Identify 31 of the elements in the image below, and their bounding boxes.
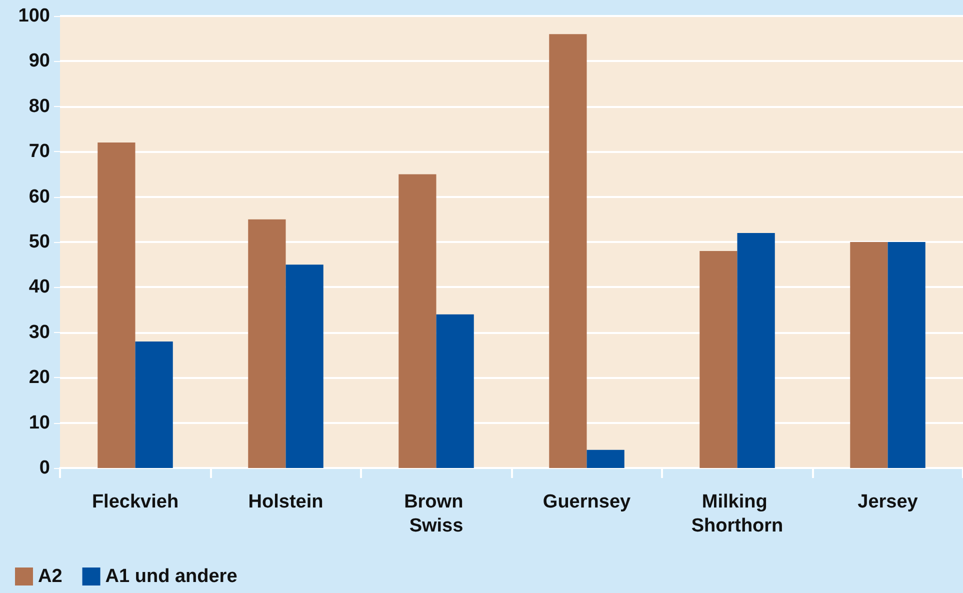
x-tick-label: Fleckvieh — [92, 492, 179, 512]
bar — [737, 232, 775, 468]
y-tick-label: 0 — [39, 458, 50, 478]
bar — [549, 34, 587, 468]
bar — [700, 251, 738, 468]
y-tick-label: 10 — [28, 412, 50, 434]
x-tick-label: Jersey — [858, 492, 918, 512]
x-tick-label: Brown Swiss — [404, 492, 468, 536]
bar — [436, 314, 474, 468]
bar — [850, 242, 888, 468]
y-tick-label: 60 — [28, 186, 50, 208]
bar — [286, 264, 324, 468]
y-tick-label: 90 — [28, 50, 50, 72]
legend-label: A1 und andere — [105, 566, 238, 587]
y-tick-label: 70 — [28, 141, 50, 162]
x-tick-label: Holstein — [248, 492, 324, 512]
bar — [135, 341, 173, 468]
bar — [248, 219, 286, 468]
y-tick-label: 20 — [28, 367, 50, 388]
y-tick-label: 40 — [28, 276, 50, 298]
y-tick-label: 80 — [28, 96, 50, 117]
y-tick-label: 30 — [28, 322, 50, 343]
bar — [586, 450, 624, 468]
y-tick-label: 100 — [18, 6, 50, 26]
x-tick-label: Milking Shorthorn — [691, 492, 784, 536]
bar — [888, 242, 926, 468]
bar — [398, 174, 436, 468]
bar — [98, 142, 136, 468]
x-tick-label: Guernsey — [542, 492, 632, 512]
y-tick-label: 50 — [28, 232, 50, 252]
legend-label: A2 — [38, 566, 62, 587]
